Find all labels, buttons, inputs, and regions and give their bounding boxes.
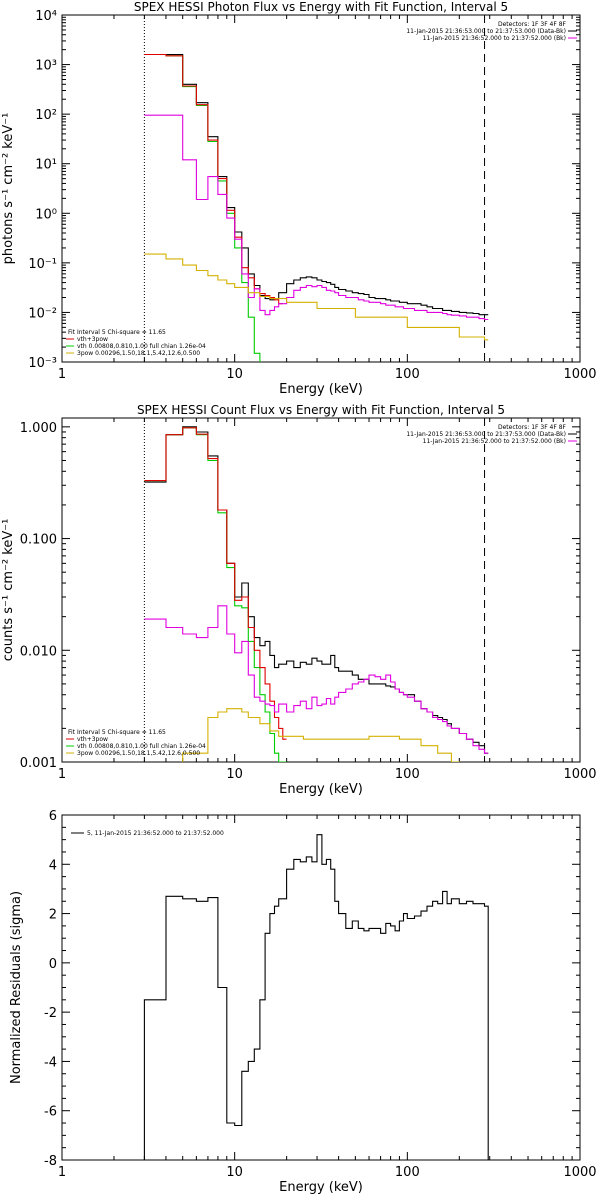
series-1-line <box>144 426 489 754</box>
chart-panel-3: 1 10 100 1000 Energy (keV) -8 -6 -4 -2 0 2 4 6 Normal… <box>9 809 597 1195</box>
fit-legend-line: vth+3pow <box>77 736 108 743</box>
y-tick-label: 10³ <box>35 59 57 74</box>
chart-title: SPEX HESSI Count Flux vs Energy with Fit… <box>137 403 505 417</box>
fit-legend-line: vth 0.00808,0.810,1.00 full chian 1.26e-… <box>77 743 206 750</box>
x-tick-label: 1 <box>58 367 66 382</box>
y-axis-label: photons s⁻¹ cm⁻² keV⁻¹ <box>1 113 16 265</box>
chart-title: SPEX HESSI Photon Flux vs Energy with Fi… <box>134 0 508 14</box>
y-tick-label: 0.100 <box>20 533 57 548</box>
y-tick-label: 6 <box>49 809 57 824</box>
y-tick-label: 4 <box>49 858 57 873</box>
series-4-line <box>144 605 489 754</box>
axes-frame <box>61 14 581 363</box>
axes-frame <box>61 417 581 763</box>
x-tick-label: 1 <box>58 1165 66 1180</box>
series-group <box>143 834 489 1160</box>
x-tick-label: 10 <box>226 367 243 382</box>
y-tick-label: 10² <box>35 108 57 123</box>
x-axis-label: Energy (keV) <box>279 1180 363 1195</box>
x-tick-label: 1 <box>58 767 66 782</box>
y-tick-label: 0.001 <box>20 756 57 771</box>
chart-panel-2: SPEX HESSI Count Flux vs Energy with Fit… <box>1 403 597 797</box>
fit-legend-line: vth 0.00808,0.810,1.00 full chian 1.26e-… <box>77 343 206 350</box>
fit-legend-line: 3pow 0.00296,1.50,18.1,5.42,12.6,0.500 <box>77 350 200 357</box>
series-4-line <box>144 114 489 321</box>
fit-legend-line: 3pow 0.00296,1.50,18.1,5.42,12.6,0.500 <box>77 750 200 757</box>
series-group <box>144 53 489 362</box>
x-tick-label: 1000 <box>563 767 596 782</box>
fit-legend-line: Fit Interval 5 Chi-square = 11.65 <box>68 329 166 336</box>
x-tick-label: 10 <box>226 767 243 782</box>
series-5-line <box>144 253 489 341</box>
y-tick-label: -2 <box>44 1006 57 1021</box>
header-line: 11-Jan-2015 21:36:53.000 to 21:37:53.000… <box>406 431 566 438</box>
y-tick-label: 10⁴ <box>35 9 57 24</box>
y-tick-label: 10⁻¹ <box>28 257 57 272</box>
series-2-line <box>144 53 261 362</box>
y-axis-label: counts s⁻¹ cm⁻² keV⁻¹ <box>1 519 16 662</box>
axes-frame <box>61 814 581 1161</box>
header-line: 11-Jan-2015 21:36:52.000 to 21:37:52.000… <box>423 35 566 42</box>
series-3-line <box>144 427 287 740</box>
y-tick-label: 10⁻² <box>28 306 57 321</box>
y-tick-label: 10¹ <box>35 158 57 173</box>
y-tick-label: -6 <box>44 1105 57 1120</box>
series-5-line <box>182 708 460 762</box>
x-tick-label: 100 <box>395 1165 420 1180</box>
y-tick-label: 10⁰ <box>35 207 57 222</box>
header-line: Detectors: 1F 3F 4F 8F <box>498 21 567 28</box>
y-tick-label: 1.000 <box>20 421 57 436</box>
header-line: 11-Jan-2015 21:36:52.000 to 21:37:52.000… <box>423 438 566 445</box>
series-3-line <box>144 53 283 305</box>
series-group <box>144 426 489 762</box>
y-tick-label: 2 <box>49 908 57 923</box>
header-line: Detectors: 1F 3F 4F 8F <box>498 424 567 431</box>
series-1-line <box>144 53 489 316</box>
x-axis-label: Energy (keV) <box>279 782 363 797</box>
chart-panel-1: SPEX HESSI Photon Flux vs Energy with Fi… <box>1 0 597 397</box>
residual-legend-label: 5, 11-Jan-2015 21:36:52.000 to 21:37:52.… <box>87 830 224 837</box>
fit-legend-line: Fit Interval 5 Chi-square = 11.65 <box>68 729 166 736</box>
x-axis-label: Energy (keV) <box>279 382 363 397</box>
fit-legend-line: vth+3pow <box>77 336 108 343</box>
y-tick-label: -8 <box>44 1154 57 1169</box>
y-tick-label: -4 <box>44 1055 57 1070</box>
x-tick-label: 100 <box>395 767 420 782</box>
y-tick-label: 10⁻³ <box>28 356 57 371</box>
header-line: 11-Jan-2015 21:36:53.000 to 21:37:53.000… <box>406 28 566 35</box>
y-axis-label: Normalized Residuals (sigma) <box>9 891 24 1084</box>
y-tick-label: 0.010 <box>20 644 57 659</box>
y-tick-label: 0 <box>49 957 57 972</box>
x-tick-label: 10 <box>226 1165 243 1180</box>
x-tick-label: 1000 <box>563 367 596 382</box>
series-1-line <box>143 834 489 1160</box>
x-tick-label: 1000 <box>563 1165 596 1180</box>
x-tick-label: 100 <box>395 367 420 382</box>
